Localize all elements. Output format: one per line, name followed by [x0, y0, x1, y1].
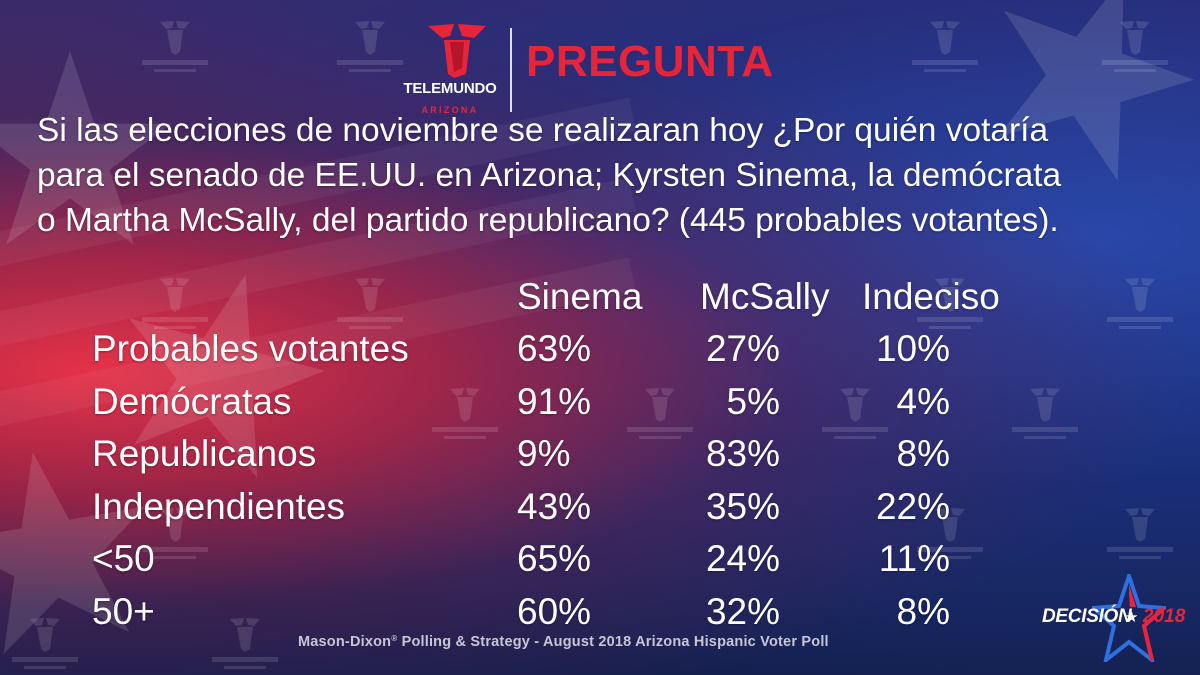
column-header-mcsally: McSally — [700, 276, 830, 317]
cell-mcsally: 24% — [705, 538, 780, 579]
watermark-logo-icon — [1090, 18, 1180, 78]
watermark-logo-icon — [905, 505, 995, 565]
brand-subtitle: ARIZONA — [421, 105, 479, 115]
row-label: 50+ — [92, 591, 155, 632]
decision-2018-badge: DECISIÓN ★ 2018 — [1032, 569, 1192, 666]
watermark-logo-icon — [0, 615, 90, 675]
question-text: Si las elecciones de noviembre se realiz… — [37, 108, 1187, 243]
watermark-logo-icon — [900, 18, 990, 78]
cell-mcsally: 83% — [705, 433, 780, 474]
cell-indeciso: 11% — [878, 538, 950, 579]
watermark-logo-icon — [905, 275, 995, 335]
page-title: PREGUNTA — [526, 37, 774, 86]
row-label: Republicanos — [92, 433, 317, 474]
cell-indeciso: 22% — [875, 486, 950, 527]
watermark-logo-icon — [200, 615, 290, 675]
watermark-logo-icon — [130, 505, 220, 565]
brand-name: TELEMUNDO — [403, 80, 497, 97]
column-header-sinema: Sinema — [517, 276, 643, 317]
cell-sinema: 60% — [517, 591, 592, 632]
cell-sinema: 43% — [517, 486, 592, 527]
cell-mcsally: 32% — [705, 591, 780, 632]
question-line: para el senado de EE.UU. en Arizona; Kyr… — [37, 157, 1062, 194]
row-label: <50 — [92, 538, 155, 579]
cell-sinema: 9% — [517, 433, 571, 474]
telemundo-t-icon — [420, 22, 492, 78]
watermark-logo-icon — [325, 18, 415, 78]
cell-mcsally: 5% — [726, 381, 780, 422]
cell-indeciso: 10% — [875, 328, 950, 369]
cell-indeciso: 4% — [896, 381, 950, 422]
badge-word: DECISIÓN — [1042, 606, 1132, 627]
source-note: Mason-Dixon® Polling & Strategy - August… — [298, 634, 938, 650]
header: TELEMUNDO ARIZONA PREGUNTA — [398, 22, 798, 115]
cell-sinema: 65% — [517, 538, 592, 579]
star-icon — [1089, 569, 1169, 666]
source-text-rest: Polling & Strategy - August 2018 Arizona… — [397, 634, 829, 650]
watermark-logo-icon — [1095, 505, 1185, 565]
background-star-icon — [949, 0, 1200, 211]
row-label: Demócratas — [92, 381, 292, 422]
row-label: Independientes — [92, 486, 346, 527]
watermark-logo-icon — [420, 385, 510, 445]
watermark-logo-icon — [615, 385, 705, 445]
badge-star-separator: ★ — [1125, 608, 1139, 626]
badge-year: 2018 — [1143, 606, 1186, 627]
header-divider — [510, 28, 512, 112]
watermark-logo-icon — [130, 275, 220, 335]
row-label: Probables votantes — [92, 328, 409, 369]
cell-sinema: 63% — [517, 328, 592, 369]
background-star-icon — [85, 235, 354, 504]
source-text: Mason-Dixon — [298, 634, 392, 650]
watermark-logo-icon — [1000, 385, 1090, 445]
cell-mcsally: 35% — [705, 486, 780, 527]
cell-mcsally: 27% — [705, 328, 780, 369]
question-line: Si las elecciones de noviembre se realiz… — [37, 112, 1049, 149]
watermark-logo-icon — [130, 18, 220, 78]
cell-indeciso: 8% — [896, 433, 950, 474]
column-header-indeciso: Indeciso — [862, 276, 1000, 317]
registered-mark: ® — [391, 634, 398, 643]
watermark-logo-icon — [1095, 275, 1185, 335]
cell-indeciso: 8% — [896, 591, 950, 632]
watermark-logo-icon — [810, 385, 900, 445]
background-star-icon — [0, 423, 177, 675]
question-line: o Martha McSally, del partido republican… — [37, 202, 1059, 239]
background-star-icon — [0, 40, 180, 260]
cell-sinema: 91% — [517, 381, 592, 422]
watermark-logo-icon — [325, 275, 415, 335]
